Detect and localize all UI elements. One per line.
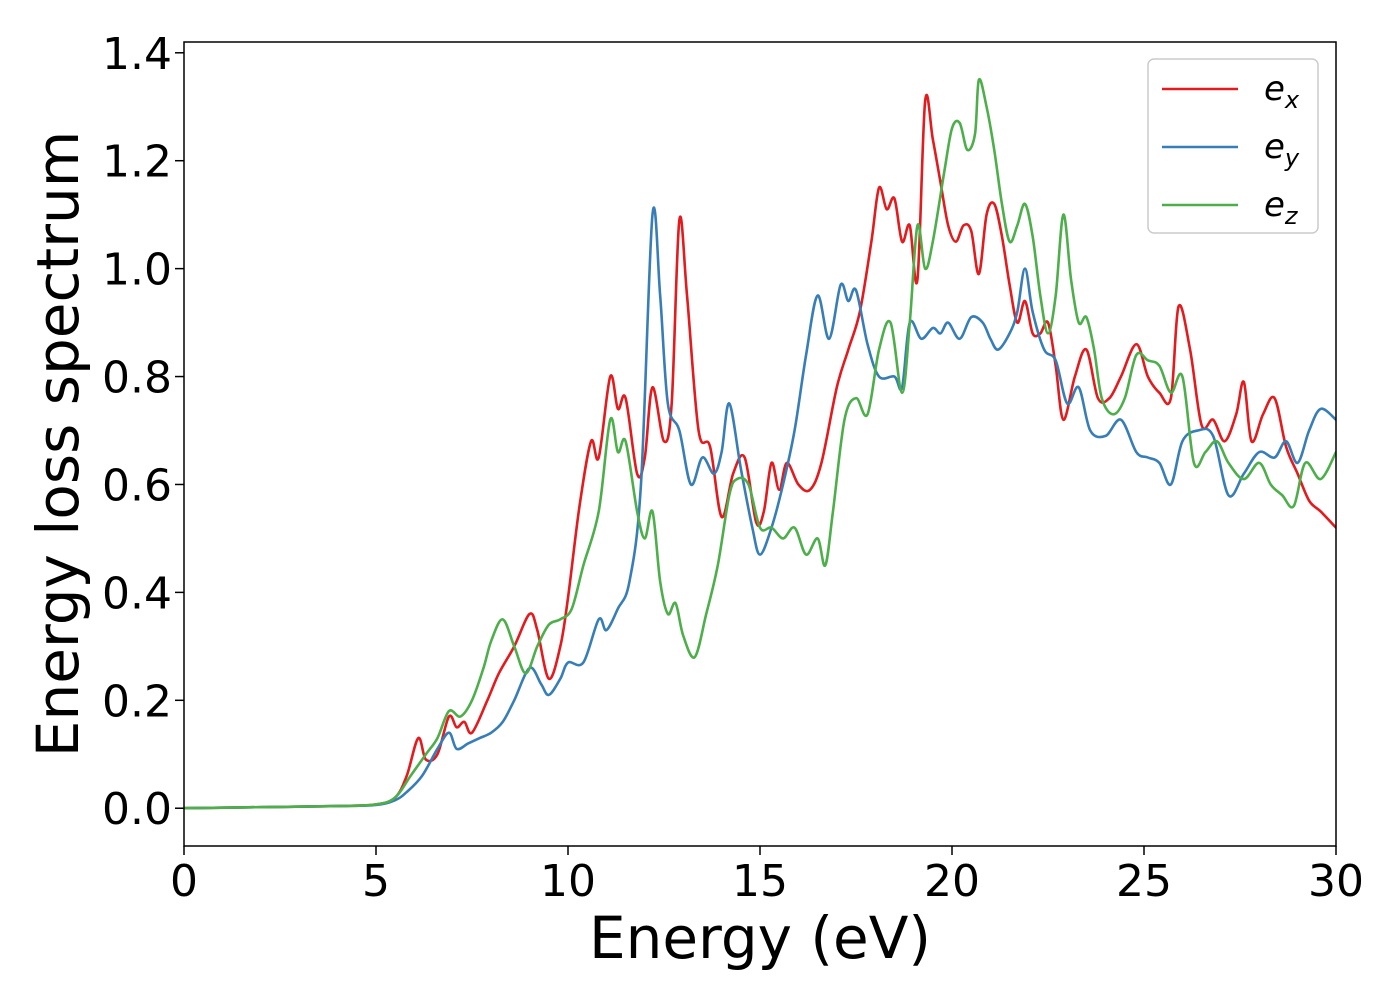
y-axis-label: Energy loss spectrum (24, 131, 92, 757)
y-tick-label: 1.2 (102, 137, 172, 188)
y-tick-label: 1.0 (102, 245, 172, 296)
legend-label-e-x: ex (1264, 69, 1300, 114)
legend-label-base: e (1264, 69, 1285, 109)
legend-label-base: e (1264, 185, 1285, 225)
y-tick-label: 1.4 (102, 29, 172, 80)
series-line-e-z (184, 77, 1336, 810)
x-tick-label: 5 (362, 856, 390, 907)
y-tick-label: 0.6 (102, 460, 172, 511)
x-axis-ticks: 0 5 10 15 20 25 30 (170, 846, 1364, 907)
legend-label-subscript: y (1284, 144, 1300, 172)
x-axis-label: Energy (eV) (589, 904, 931, 972)
legend-label-subscript: z (1284, 202, 1299, 230)
x-tick-label: 10 (540, 856, 596, 907)
legend-label-subscript: x (1284, 86, 1300, 114)
legend-label-e-z: ez (1264, 185, 1299, 230)
y-tick-label: 0.0 (102, 784, 172, 835)
y-tick-label: 0.8 (102, 353, 172, 404)
x-tick-label: 30 (1308, 856, 1364, 907)
x-tick-label: 20 (924, 856, 980, 907)
legend-label-base: e (1264, 127, 1285, 167)
x-tick-label: 0 (170, 856, 198, 907)
y-axis-ticks: 0.0 0.2 0.4 0.6 0.8 1.0 1.2 1.4 (102, 29, 184, 835)
legend-label-e-y: ey (1264, 127, 1300, 172)
plot-background (184, 42, 1336, 846)
y-tick-label: 0.4 (102, 568, 172, 619)
x-tick-label: 25 (1116, 856, 1172, 907)
x-tick-label: 15 (732, 856, 788, 907)
y-tick-label: 0.2 (102, 676, 172, 727)
series-layer (184, 77, 1336, 810)
